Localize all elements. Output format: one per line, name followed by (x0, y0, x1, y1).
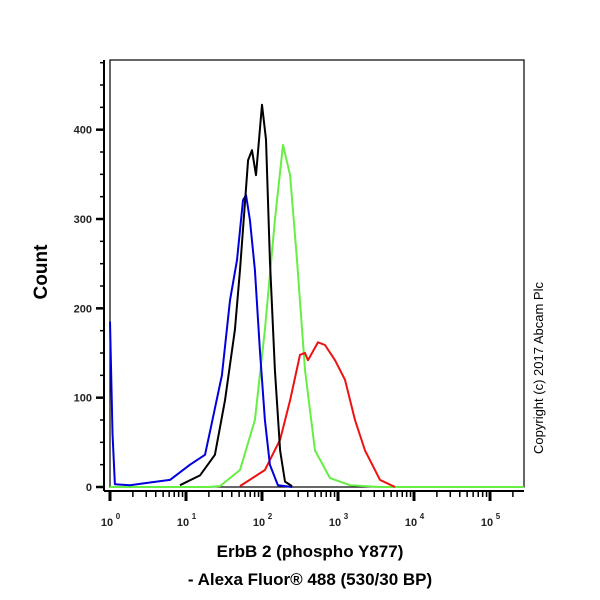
y-tick-label: 100 (74, 393, 92, 405)
y-tick-label: 0 (86, 482, 92, 494)
x-tick-exponent: 1 (192, 512, 197, 521)
histogram-series-3 (239, 341, 396, 488)
x-tick-label: 10 (253, 517, 265, 529)
histogram-series-1 (179, 103, 293, 487)
y-tick-label: 400 (74, 125, 92, 137)
x-tick-label: 10 (101, 517, 113, 529)
plot-frame (109, 59, 525, 488)
y-tick-label: 300 (74, 214, 92, 226)
x-tick-exponent: 2 (268, 512, 273, 521)
x-axis-label-line1: ErbB 2 (phospho Y877) (217, 542, 404, 561)
histogram-series-2 (110, 143, 524, 488)
copyright-text: Copyright (c) 2017 Abcam Plc (531, 282, 546, 454)
x-tick-exponent: 0 (116, 512, 121, 521)
x-axis-label-line2: - Alexa Fluor® 488 (530/30 BP) (188, 570, 432, 589)
x-tick-exponent: 3 (344, 512, 349, 521)
x-tick-exponent: 5 (496, 512, 501, 521)
y-tick-label: 200 (74, 303, 92, 315)
x-tick-label: 10 (329, 517, 341, 529)
histogram-series-0 (109, 193, 293, 488)
x-tick-exponent: 4 (420, 512, 425, 521)
x-tick-label: 10 (177, 517, 189, 529)
y-axis-label: Count (31, 244, 52, 300)
x-tick-label: 10 (481, 517, 493, 529)
x-tick-label: 10 (405, 517, 417, 529)
